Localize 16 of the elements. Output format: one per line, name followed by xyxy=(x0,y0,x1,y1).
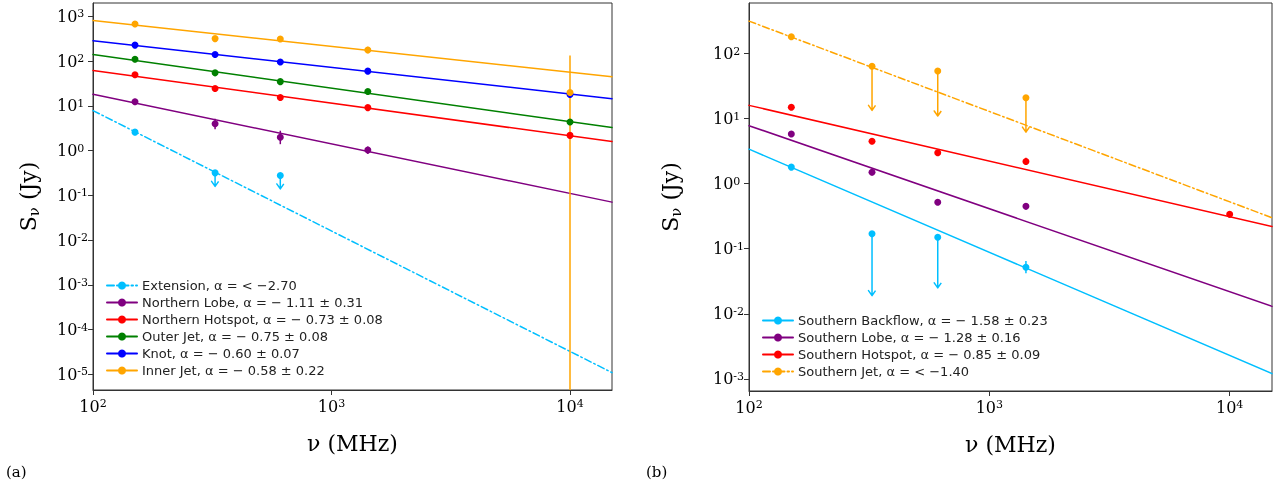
legend-label: Southern Lobe, α = − 1.28 ± 0.16 xyxy=(798,330,1021,345)
legend-label: Northern Hotspot, α = − 0.73 ± 0.08 xyxy=(142,312,383,327)
legend-label: Inner Jet, α = − 0.58 ± 0.22 xyxy=(142,363,325,378)
legend-label: Southern Backflow, α = − 1.58 ± 0.23 xyxy=(798,313,1048,328)
text: (b) xyxy=(646,462,668,481)
y-axis-title: Sν (Jy) xyxy=(16,161,43,232)
legend-label: Southern Jet, α = < −1.40 xyxy=(798,364,970,379)
x-axis-title: ν (MHz) xyxy=(965,431,1056,457)
x-axis-title: ν (MHz) xyxy=(307,430,398,456)
text: (a) xyxy=(6,462,27,481)
legend-label: Knot, α = − 0.60 ± 0.07 xyxy=(142,346,300,361)
legend-label: Southern Hotspot, α = − 0.85 ± 0.09 xyxy=(798,347,1041,362)
legend-label: Outer Jet, α = − 0.75 ± 0.08 xyxy=(142,329,329,344)
y-axis-title: Sν (Jy) xyxy=(658,162,685,232)
legend-label: Extension, α = < −2.70 xyxy=(142,278,297,293)
legend-label: Northern Lobe, α = − 1.11 ± 0.31 xyxy=(142,295,364,310)
